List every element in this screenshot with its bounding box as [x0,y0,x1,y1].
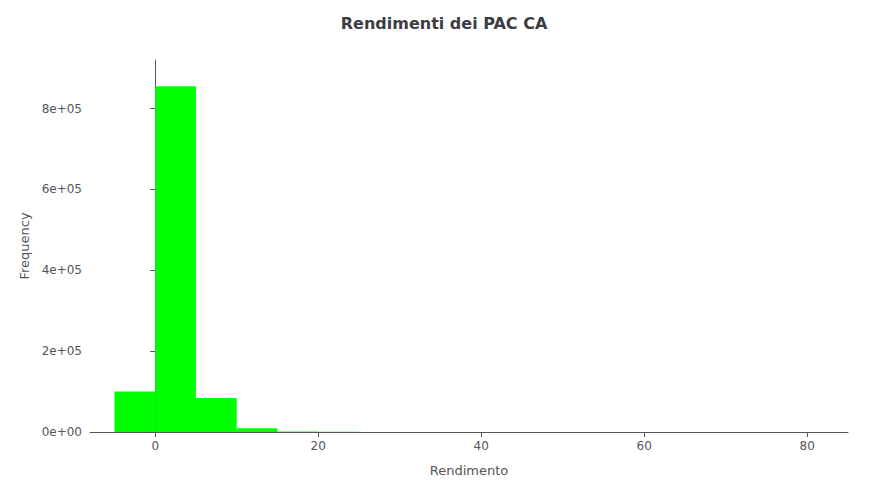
svg-text:2e+05: 2e+05 [42,344,82,358]
svg-text:0e+00: 0e+00 [42,425,82,439]
svg-text:20: 20 [311,439,326,453]
svg-text:4e+05: 4e+05 [42,263,82,277]
svg-text:6e+05: 6e+05 [42,182,82,196]
svg-text:Frequency: Frequency [17,212,32,279]
svg-text:Rendimenti dei PAC CA: Rendimenti dei PAC CA [341,14,548,33]
svg-text:Rendimento: Rendimento [430,463,509,478]
svg-text:80: 80 [800,439,815,453]
svg-text:8e+05: 8e+05 [42,102,82,116]
svg-text:60: 60 [637,439,652,453]
svg-text:0: 0 [151,439,159,453]
svg-text:40: 40 [474,439,489,453]
